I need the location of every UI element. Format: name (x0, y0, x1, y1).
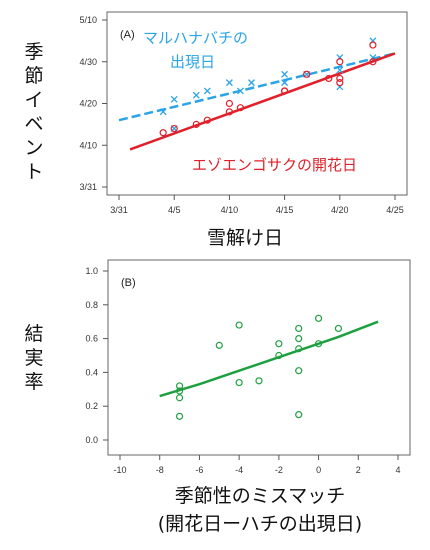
series-label-line: エゾエンゴサクの開花日 (192, 156, 357, 174)
x-tick-label: -2 (275, 465, 283, 475)
y-tick-label: 0.6 (85, 334, 98, 344)
series-label-line: 出現日 (170, 53, 215, 71)
point-marker-o (255, 377, 263, 385)
y-tick-label: 0.0 (85, 435, 98, 445)
panel-a-ylabel: 季節イベント (24, 41, 43, 183)
panel-a-xlabel: 雪解け日 (207, 227, 283, 249)
panel-a-points (159, 37, 377, 137)
panel-b-xlabel-line: 季節性のミスマッチ (175, 485, 345, 507)
x-tick-label: 4/10 (221, 205, 239, 215)
y-tick-label: 5/10 (79, 15, 97, 25)
point-marker-x (225, 79, 233, 87)
point-marker-o (203, 116, 211, 124)
fit-curve (159, 320, 379, 398)
series-label-line: マルハナバチの (143, 29, 248, 47)
point-marker-x (336, 66, 344, 74)
x-tick-label: -4 (235, 465, 243, 475)
x-tick-label: -6 (195, 465, 203, 475)
point-marker-o (236, 104, 245, 112)
point-marker-o (225, 99, 233, 108)
point-marker-o (192, 120, 200, 128)
point-marker-o (295, 367, 303, 375)
panel-a-x-axis: 3/31 4/5 4/10 4/15 4/20 4/25 (110, 195, 404, 215)
y-tick-label: 0.4 (85, 367, 98, 377)
point-marker-o (336, 74, 344, 83)
x-tick-label: 3/31 (110, 205, 128, 215)
panel-b-x-axis: -10 -8 -6 -4 -2 0 2 4 (113, 455, 401, 475)
y-tick-label: 0.2 (85, 401, 98, 411)
fit-line-series-1 (129, 52, 396, 151)
panel-b-label: (B) (121, 277, 136, 289)
point-marker-o (175, 394, 184, 402)
point-marker-x (170, 95, 178, 103)
point-marker-x (281, 70, 289, 78)
panel-b-ylabel: 結実率 (24, 323, 43, 393)
point-marker-o (303, 70, 311, 78)
x-tick-label: 4/15 (276, 205, 294, 215)
panel-b-fit-line (159, 320, 379, 398)
point-marker-o (314, 314, 323, 322)
y-tick-label: 3/31 (79, 182, 97, 192)
point-marker-o (235, 321, 243, 329)
panel-b-plot-area (107, 259, 411, 456)
point-marker-o (295, 345, 303, 353)
point-marker-o (369, 58, 377, 66)
point-marker-o (281, 87, 289, 95)
point-marker-o (369, 41, 377, 49)
panel-b-xlabel-line: (開花日ーハチの出現日) (158, 513, 362, 535)
point-marker-o (175, 412, 184, 420)
point-marker-o (225, 108, 233, 116)
y-tick-label: 4/30 (79, 57, 97, 67)
x-tick-label: 4 (395, 465, 400, 475)
point-marker-x (192, 91, 200, 99)
x-tick-label: 4/20 (331, 205, 349, 215)
x-tick-label: 4/5 (168, 205, 181, 215)
point-marker-x (248, 79, 255, 87)
point-marker-x (281, 79, 289, 87)
point-marker-x (236, 87, 244, 95)
x-tick-label: -8 (156, 465, 164, 475)
panel-a-label: (A) (120, 29, 135, 41)
panel-b-ylabel-text: 結実率 (24, 323, 43, 393)
x-tick-label: 0 (316, 465, 321, 475)
x-tick-label: 2 (356, 465, 361, 475)
point-marker-o (336, 58, 344, 66)
point-marker-o (314, 340, 323, 348)
point-marker-o (159, 129, 167, 137)
point-marker-o (334, 324, 343, 333)
panel-a-y-axis: 3/31 4/10 4/20 4/30 5/10 (79, 15, 107, 192)
point-marker-o (275, 351, 283, 360)
panel-a-ylabel-text: 季節イベント (24, 41, 43, 183)
panel-b-y-axis: 0.0 0.2 0.4 0.6 0.8 1.0 (85, 266, 108, 445)
point-marker-x (159, 108, 167, 116)
point-marker-x (203, 87, 211, 95)
y-tick-label: 4/10 (79, 140, 97, 150)
x-tick-label: 4/25 (386, 205, 404, 215)
panel-b-xlabel: 季節性のミスマッチ (開花日ーハチの出現日) (158, 485, 362, 535)
y-tick-label: 0.8 (85, 300, 98, 310)
panel-b-points (175, 314, 343, 420)
x-tick-label: -10 (113, 465, 126, 475)
point-marker-o (336, 79, 344, 87)
y-tick-label: 1.0 (85, 266, 98, 276)
point-marker-o (325, 74, 333, 83)
point-marker-o (175, 387, 184, 395)
point-marker-o (170, 124, 178, 133)
point-marker-o (295, 411, 303, 419)
y-tick-label: 4/20 (79, 99, 97, 109)
point-marker-o (215, 341, 223, 349)
point-marker-o (175, 382, 184, 390)
point-marker-o (275, 340, 283, 348)
point-marker-o (295, 335, 303, 343)
point-marker-o (235, 378, 243, 387)
fit-line-series-0 (118, 52, 396, 122)
panel-a-fit-lines (118, 52, 396, 151)
point-marker-o (295, 324, 303, 333)
